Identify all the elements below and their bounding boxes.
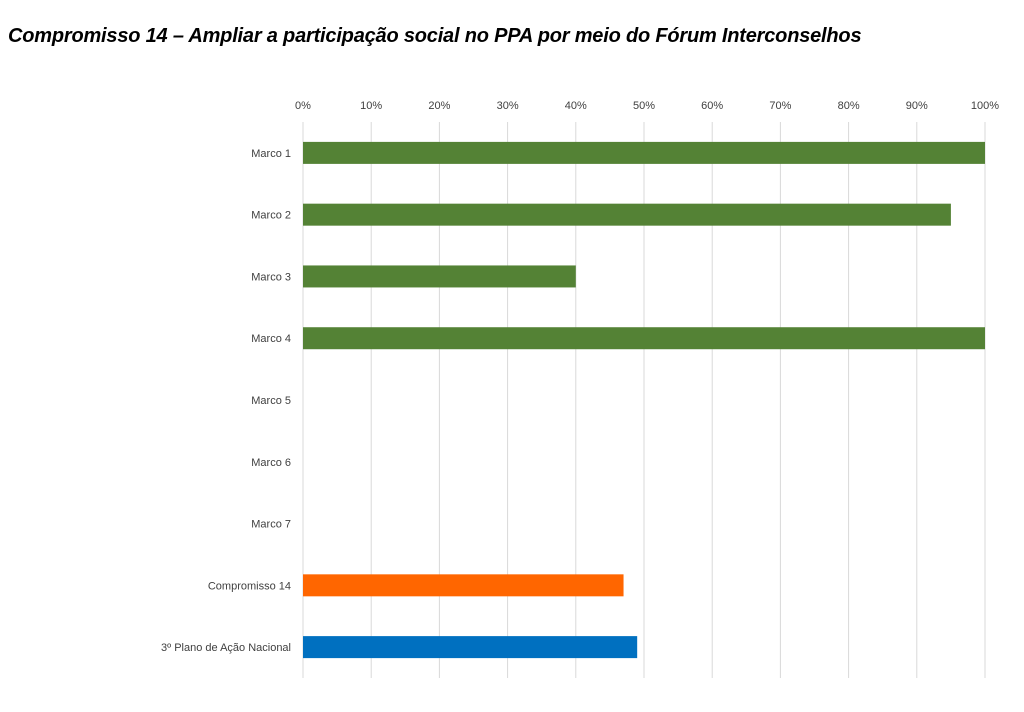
- x-tick-label: 70%: [769, 100, 791, 112]
- bar: [303, 636, 638, 659]
- bar: [303, 203, 951, 226]
- category-label: Marco 7: [251, 519, 291, 531]
- category-label: Compromisso 14: [208, 580, 291, 592]
- x-tick-label: 10%: [360, 100, 382, 112]
- x-tick-label: 40%: [565, 100, 587, 112]
- bar: [303, 265, 576, 288]
- bar: [303, 141, 985, 164]
- x-tick-label: 100%: [971, 100, 999, 112]
- category-label: Marco 3: [251, 271, 291, 283]
- category-label: Marco 2: [251, 210, 291, 222]
- bar: [303, 574, 624, 597]
- x-tick-label: 0%: [295, 100, 311, 112]
- x-tick-label: 60%: [701, 100, 723, 112]
- category-label: 3º Plano de Ação Nacional: [161, 642, 291, 654]
- category-label: Marco 4: [251, 333, 291, 345]
- x-tick-label: 20%: [428, 100, 450, 112]
- x-tick-label: 80%: [838, 100, 860, 112]
- x-tick-label: 50%: [633, 100, 655, 112]
- x-tick-label: 30%: [497, 100, 519, 112]
- category-label: Marco 5: [251, 395, 291, 407]
- bar: [303, 327, 985, 350]
- x-tick-label: 90%: [906, 100, 928, 112]
- chart-title: Compromisso 14 – Ampliar a participação …: [8, 25, 862, 47]
- category-label: Marco 6: [251, 457, 291, 469]
- category-label: Marco 1: [251, 148, 291, 160]
